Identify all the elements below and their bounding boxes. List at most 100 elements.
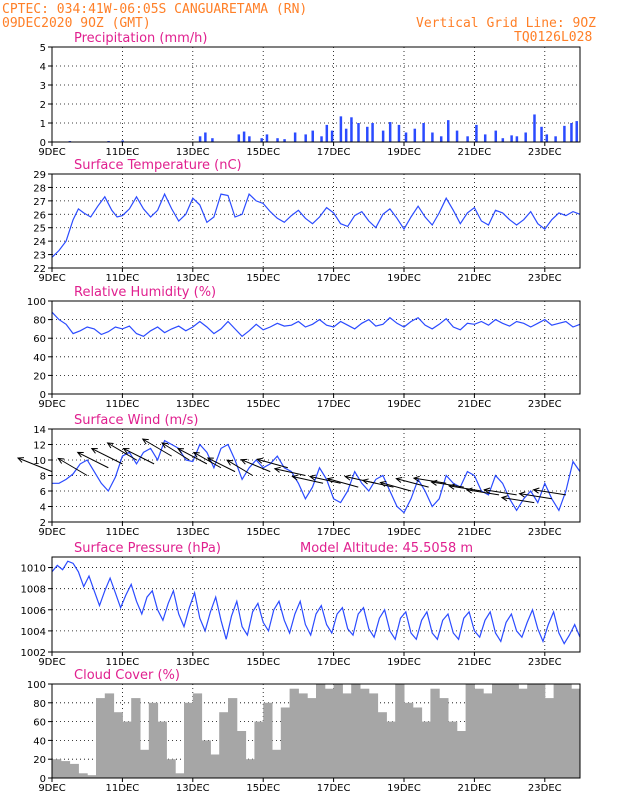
cloud-bar <box>351 684 361 778</box>
precip-bar <box>554 136 557 142</box>
wind-arrow-shaft <box>123 448 155 465</box>
cloud-bar <box>386 721 396 778</box>
cloud-bar <box>289 688 299 778</box>
cloud-bar <box>483 693 493 778</box>
panel-pressure: 9DEC 11DEC 13DEC 15DEC 17DEC 19DEC 21DEC 23DEC 1… <box>21 541 581 668</box>
wind-arrow-head <box>273 466 281 473</box>
cloud-bar <box>324 688 335 778</box>
y-tick-label: 29 <box>33 170 46 181</box>
wind-arrow-shaft <box>257 458 288 469</box>
precip-bar <box>339 116 343 142</box>
precip-bar <box>483 134 487 142</box>
x-tick-label: 19DEC <box>387 783 421 794</box>
x-tick-label: 21DEC <box>458 657 492 668</box>
cloud-bar <box>448 721 458 778</box>
wind-arrow-shaft <box>519 493 552 500</box>
precip-bar <box>431 132 434 142</box>
cloud-bar <box>210 754 220 778</box>
y-tick-label: 0 <box>40 138 46 149</box>
cloud-bar <box>492 684 502 778</box>
cloud-bar <box>536 684 546 778</box>
panel-cloud-cover: 9DEC 11DEC 13DEC 15DEC 17DEC 19DEC 21DEC 23DEC 0… <box>27 668 581 794</box>
x-tick-label: 21DEC <box>458 399 492 410</box>
x-tick-label: 9DEC <box>38 657 65 668</box>
x-tick-label: 13DEC <box>176 657 210 668</box>
temperature-series-line <box>51 192 581 258</box>
x-tick-label: 15DEC <box>246 657 280 668</box>
x-tick-label: 11DEC <box>106 657 140 668</box>
wind-arrow-shaft <box>380 482 412 492</box>
cloud-cover-title: Cloud Cover (%) <box>74 668 180 683</box>
wind-arrow-head <box>240 458 248 465</box>
wind-arrow-head <box>76 451 84 458</box>
wind-arrow-shaft <box>484 489 517 496</box>
x-tick-label: 17DEC <box>317 783 351 794</box>
cloud-bar <box>430 688 440 778</box>
precip-bar <box>439 136 443 142</box>
y-tick-label: 1006 <box>21 606 46 617</box>
plot-frame <box>51 428 581 523</box>
wind-arrow-head <box>16 457 25 463</box>
wind-arrow-head <box>344 474 352 481</box>
y-tick-label: 100 <box>27 297 46 308</box>
precip-bar <box>404 132 408 142</box>
wind-arrow-head <box>90 448 98 454</box>
cloud-bar <box>131 698 141 778</box>
wind-arrow-shaft <box>274 468 306 476</box>
y-tick-label: 1004 <box>21 627 46 638</box>
cloud-bar <box>87 775 97 778</box>
wind-title: Surface Wind (m/s) <box>74 413 198 428</box>
y-tick-label: 2 <box>40 518 46 529</box>
precip-bar <box>475 124 478 142</box>
cloud-bar <box>96 698 106 778</box>
y-tick-label: 1008 <box>21 585 46 596</box>
precip-bar <box>397 124 401 142</box>
wind-arrow-shaft <box>396 478 429 488</box>
x-tick-label: 17DEC <box>317 527 351 538</box>
x-tick-label: 9DEC <box>38 147 65 158</box>
y-tick-label: 2 <box>40 100 46 111</box>
x-tick-label: 23DEC <box>528 527 562 538</box>
precip-bar <box>121 140 124 142</box>
precip-bar <box>447 120 450 142</box>
precip-bar <box>325 124 329 142</box>
y-tick-label: 23 <box>33 251 46 262</box>
cloud-bar <box>412 707 423 778</box>
y-tick-label: 6 <box>40 487 46 498</box>
precip-bar <box>260 138 263 142</box>
cloud-bar <box>307 698 317 778</box>
wind-arrow-shaft <box>17 457 53 473</box>
y-tick-label: 5 <box>40 43 46 54</box>
cloud-bar <box>113 712 123 778</box>
y-tick-label: 40 <box>33 353 46 364</box>
panel-temperature: 9DEC 11DEC 13DEC 15DEC 17DEC 19DEC 21DEC 23DEC 2… <box>33 158 581 284</box>
precip-bar <box>293 132 297 142</box>
cloud-bar <box>298 693 308 778</box>
cloud-bar <box>245 759 255 778</box>
precip-bar <box>422 123 425 142</box>
precip-bar <box>413 128 417 142</box>
y-tick-label: 12 <box>33 441 46 452</box>
cloud-bar <box>553 684 563 778</box>
precip-bar <box>204 132 207 142</box>
precip-bar <box>237 134 241 142</box>
cloud-bar <box>166 759 176 778</box>
temperature-title: Surface Temperature (nC) <box>74 158 242 173</box>
cloud-bar <box>500 684 511 778</box>
wind-arrow-shaft <box>177 448 208 465</box>
y-tick-label: 0 <box>40 390 46 401</box>
y-tick-label: 25 <box>33 224 46 235</box>
x-tick-label: 15DEC <box>246 273 280 284</box>
cloud-bar <box>544 698 555 778</box>
cloud-bar <box>254 721 264 778</box>
cloud-bar <box>52 759 62 778</box>
plot-frame <box>51 46 581 143</box>
x-tick-label: 23DEC <box>528 399 562 410</box>
precip-bar <box>350 117 353 142</box>
model-altitude-annotation: Model Altitude: 45.5058 m <box>300 541 473 556</box>
x-tick-label: 15DEC <box>246 147 280 158</box>
y-tick-label: 1010 <box>21 564 46 575</box>
x-tick-label: 21DEC <box>458 273 492 284</box>
